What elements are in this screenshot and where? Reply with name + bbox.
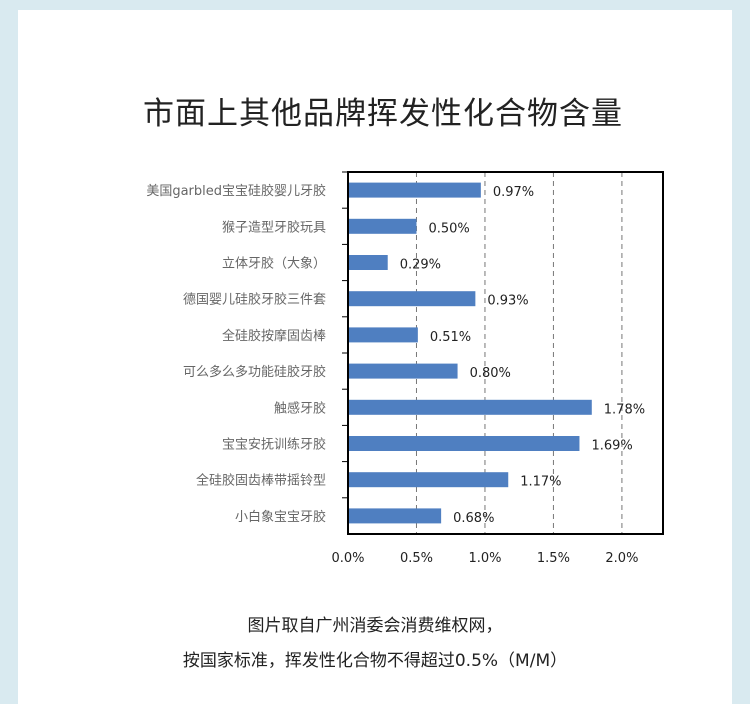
category-label: 触感牙胶 [274, 400, 326, 416]
category-label: 立体牙胶（大象） [222, 256, 326, 272]
bar [348, 218, 417, 234]
x-tick-label: 1.5% [537, 551, 570, 566]
bar [348, 472, 509, 488]
category-label: 德国婴儿硅胶牙胶三件套 [183, 292, 326, 308]
value-label: 1.17% [520, 475, 561, 490]
chart-title: 市面上其他品牌挥发性化合物含量 [143, 96, 623, 132]
value-label: 0.51% [430, 330, 471, 345]
bar [348, 182, 481, 198]
value-label: 1.69% [591, 439, 632, 454]
value-label: 0.50% [428, 221, 469, 236]
value-label: 0.93% [487, 294, 528, 309]
caption-line-2: 按国家标准，挥发性化合物不得超过0.5%（M/M） [182, 651, 568, 671]
card-background [18, 10, 732, 704]
value-label: 0.80% [470, 366, 511, 381]
category-label: 猴子造型牙胶玩具 [222, 219, 326, 235]
x-tick-label: 0.5% [400, 551, 433, 566]
value-label: 0.97% [493, 185, 534, 200]
bar [348, 327, 418, 343]
category-label: 小白象宝宝牙胶 [235, 509, 326, 525]
bar [348, 508, 442, 524]
bar [348, 255, 388, 270]
category-label: 全硅胶固齿棒带摇铃型 [196, 473, 326, 489]
x-tick-label: 0.0% [331, 551, 364, 566]
value-label: 0.68% [453, 511, 494, 526]
bar [348, 399, 592, 415]
x-tick-label: 2.0% [605, 551, 638, 566]
value-label: 0.29% [400, 258, 441, 273]
category-label: 全硅胶按摩固齿棒 [222, 328, 326, 344]
value-labels: 0.97% 0.50% 0.29% 0.93% 0.51% 0.80% 1.78% 1.69%… [400, 185, 645, 526]
x-axis-ticks: 0.0% 0.5% 1.0% 1.5% 2.0% [331, 171, 638, 566]
bar [348, 291, 476, 307]
category-label: 可么多么多功能硅胶牙胶 [183, 364, 326, 380]
category-label: 美国garbled宝宝硅胶婴儿牙胶 [146, 183, 326, 199]
x-tick-label: 1.0% [468, 551, 501, 566]
value-label: 1.78% [604, 402, 645, 417]
bars [348, 182, 592, 524]
category-label: 宝宝安抚训练牙胶 [222, 437, 326, 453]
caption-line-1: 图片取自广州消委会消费维权网， [247, 616, 503, 636]
bar [348, 363, 458, 379]
bar [348, 436, 580, 451]
